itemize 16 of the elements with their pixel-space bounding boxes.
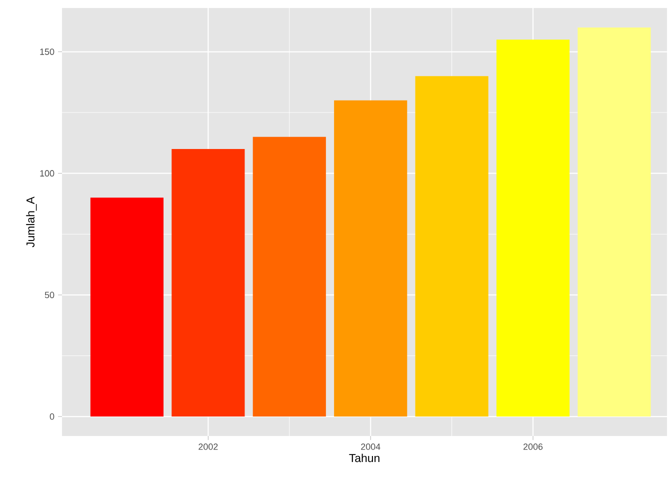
x-tick-label: 2004	[361, 444, 380, 450]
y-tick-label: 50	[44, 292, 54, 298]
x-tick-label: 2002	[198, 444, 218, 450]
bar	[252, 136, 326, 417]
bar	[334, 100, 408, 417]
y-tick-label: 150	[40, 48, 54, 55]
y-tick-label: 0	[50, 413, 54, 420]
x-tick-label: 2006	[523, 444, 543, 450]
y-axis-title: Jumlah_A	[26, 196, 37, 248]
bar	[578, 27, 651, 417]
bar	[172, 149, 245, 417]
bar	[415, 76, 488, 417]
y-tick-label: 100	[40, 170, 54, 177]
bar	[90, 198, 164, 417]
x-axis-title: Tahun	[349, 454, 380, 462]
bar	[496, 40, 570, 417]
